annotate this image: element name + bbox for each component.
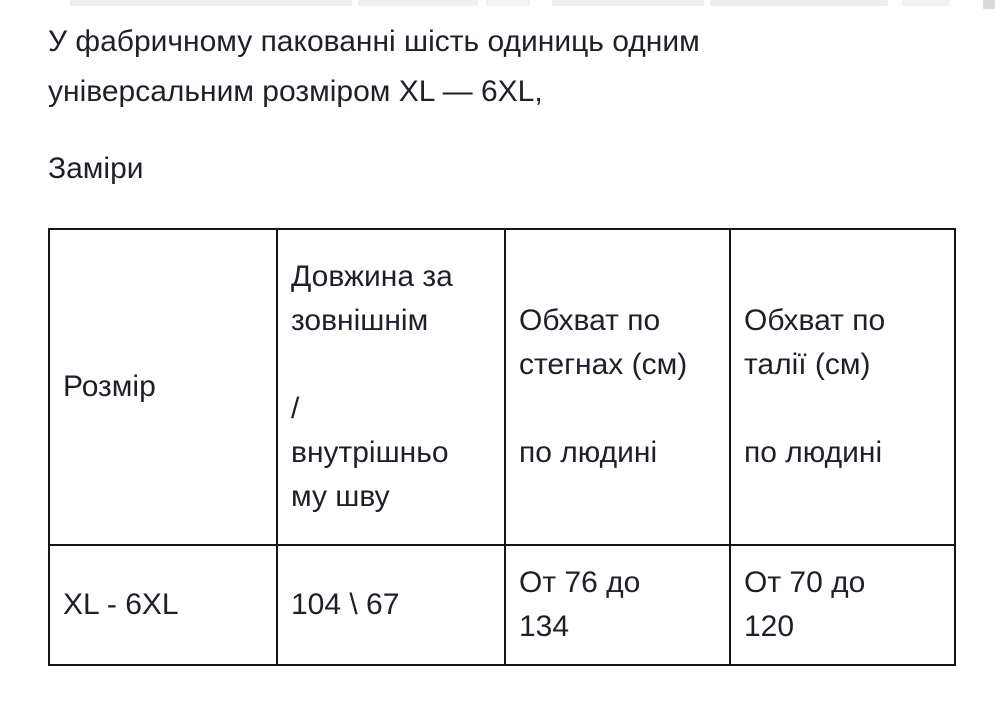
cropped-text-fragment <box>358 0 478 6</box>
header-cell-waist: Обхват по талії (см) по людині <box>729 228 956 546</box>
cropped-text-fragment <box>486 0 530 6</box>
cropped-text-fragment <box>70 0 352 6</box>
cropped-text-fragment <box>710 0 888 6</box>
header-cell-size: Розмір <box>48 228 278 546</box>
description-content: У фабричному пакованні шість одиниць одн… <box>48 0 956 666</box>
header-cell-hips: Обхват по стегнах (см) по людині <box>504 228 731 546</box>
packaging-description-text: У фабричному пакованні шість одиниць одн… <box>48 25 700 108</box>
cell-length-value: 104 \ 67 <box>276 544 506 666</box>
measurements-heading: Заміри <box>48 152 144 185</box>
cropped-text-remnant <box>0 0 1000 10</box>
cropped-text-fragment <box>552 0 704 6</box>
cell-hips-range: От 76 до 134 <box>504 544 731 666</box>
header-cell-length: Довжина за зовнішнім / внутрішньо му шву <box>276 228 506 546</box>
cropped-text-fragment <box>902 0 950 6</box>
table-row: XL - 6XL 104 \ 67 От 76 до 134 От 70 до … <box>48 544 956 666</box>
cell-size-range: XL - 6XL <box>48 544 278 666</box>
cell-waist-range: От 70 до 120 <box>729 544 956 666</box>
cropped-text-fragment <box>983 0 995 9</box>
size-measurements-table: Розмір Довжина за зовнішнім / внутрішньо… <box>48 228 956 666</box>
table-header-row: Розмір Довжина за зовнішнім / внутрішньо… <box>48 228 956 546</box>
